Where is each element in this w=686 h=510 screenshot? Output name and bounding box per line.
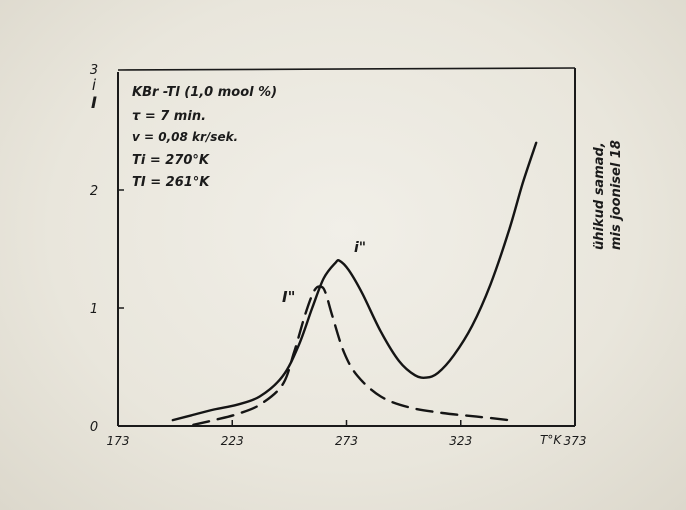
right-axis-note: ühikud samad, mis joonisel 18 xyxy=(592,140,624,250)
y-tick-label: 0 xyxy=(90,420,98,435)
x-tick-label: 273 xyxy=(335,434,358,448)
y-extra-label-i: i xyxy=(92,76,97,94)
top-axis xyxy=(117,67,576,71)
annotation-tau: τ = 7 min. xyxy=(132,109,206,124)
y-extra-label-I: I xyxy=(91,93,97,112)
series-label-dashed: I" xyxy=(282,288,295,306)
y-tick-label: 2 xyxy=(90,184,98,199)
x-tick-label: 223 xyxy=(221,434,244,448)
x-tick-label: 323 xyxy=(449,434,472,448)
y-tick-label: 3 xyxy=(90,63,98,78)
tick-labels: 173 223 273 323 373 0 1 2 3 xyxy=(90,63,587,448)
annotation-TI: TI = 261°K xyxy=(132,175,210,190)
y-tick-label: 1 xyxy=(90,302,98,317)
tick-marks xyxy=(118,189,462,426)
annotation-ti: Ti = 270°K xyxy=(132,153,210,168)
x-axis-label: T°K xyxy=(540,433,562,447)
right-note-line-1: ühikud samad, xyxy=(592,142,607,250)
series-label-solid: i" xyxy=(354,240,366,256)
annotation-velocity: v = 0,08 kr/sek. xyxy=(132,130,238,144)
series-line-solid xyxy=(171,141,538,422)
annotation-sample: KBr -Tl (1,0 mool %) xyxy=(132,85,277,100)
right-note-line-2: mis joonisel 18 xyxy=(609,140,624,250)
x-tick-label: 373 xyxy=(564,434,587,448)
x-tick-label: 173 xyxy=(107,434,130,448)
series-layer xyxy=(171,141,538,426)
series-line-dashed xyxy=(192,285,510,426)
